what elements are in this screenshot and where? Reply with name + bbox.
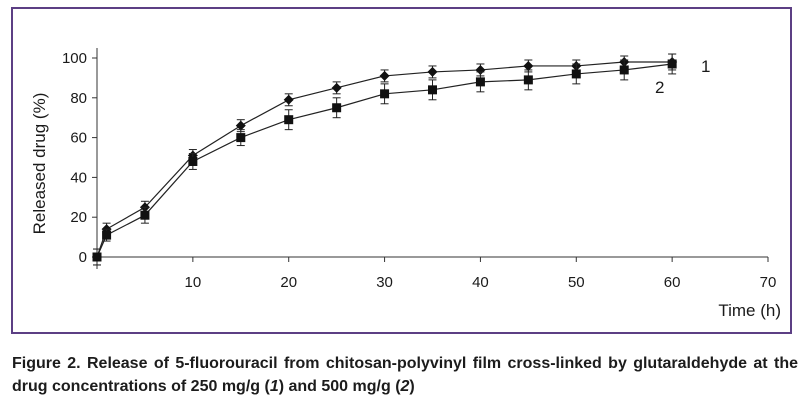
y-tick-label: 80 <box>70 90 87 107</box>
series-2 <box>92 53 677 266</box>
caption-label-1: 1 <box>269 378 279 395</box>
x-tick-label: 10 <box>185 274 202 291</box>
series-layer <box>92 53 678 266</box>
data-point <box>619 65 629 75</box>
figure-frame: 0 20 40 60 80 100 10 20 30 40 50 60 70 Released drug… <box>11 7 792 334</box>
data-point <box>571 69 581 79</box>
data-point <box>188 156 198 166</box>
data-point <box>236 133 246 143</box>
figure-caption: Figure 2. Release of 5-fluorouracil from… <box>12 352 798 398</box>
caption-label-2: 2 <box>400 378 410 395</box>
data-point <box>427 66 438 77</box>
data-point <box>331 82 342 93</box>
x-tick-label: 60 <box>664 274 681 291</box>
series-label-1: 1 <box>701 57 710 76</box>
caption-middle: ) and 500 mg/g ( <box>278 378 401 395</box>
x-tick-label: 30 <box>376 274 393 291</box>
data-point <box>523 60 534 71</box>
y-axis-label: Released drug (%) <box>30 93 49 235</box>
series-line <box>96 63 673 258</box>
data-point <box>475 77 485 87</box>
data-point <box>284 115 294 125</box>
data-point <box>283 94 294 105</box>
data-point <box>235 120 246 131</box>
data-point <box>380 89 390 99</box>
x-tick-label: 40 <box>472 274 489 291</box>
x-tick-label: 20 <box>280 274 297 291</box>
data-point <box>667 59 677 69</box>
series-label-2: 2 <box>655 78 664 97</box>
data-point <box>379 70 390 81</box>
y-tick-label: 40 <box>70 169 87 186</box>
data-point <box>428 85 437 95</box>
series-line <box>96 61 673 258</box>
x-axis-label: Time (h) <box>718 301 781 320</box>
caption-prefix: Figure 2. Release of 5-fluorouracil from… <box>12 355 798 395</box>
labels-layer: Released drug (%) Time (h) 1 2 <box>30 57 781 320</box>
x-tick-label: 50 <box>568 274 585 291</box>
y-tick-label: 0 <box>79 249 87 266</box>
caption-suffix: ) <box>409 378 415 395</box>
data-point <box>332 103 342 113</box>
data-point <box>523 75 533 85</box>
y-tick-label: 100 <box>62 50 87 67</box>
data-point <box>475 64 486 75</box>
x-tick-label: 70 <box>760 274 777 291</box>
data-point <box>92 252 102 262</box>
axes: 0 20 40 60 80 100 10 20 30 40 50 60 70 <box>62 48 776 291</box>
y-tick-label: 20 <box>70 209 87 226</box>
data-point <box>140 210 150 220</box>
data-point <box>102 230 112 240</box>
y-tick-label: 60 <box>70 130 87 147</box>
release-chart: 0 20 40 60 80 100 10 20 30 40 50 60 70 Released drug… <box>30 48 781 320</box>
